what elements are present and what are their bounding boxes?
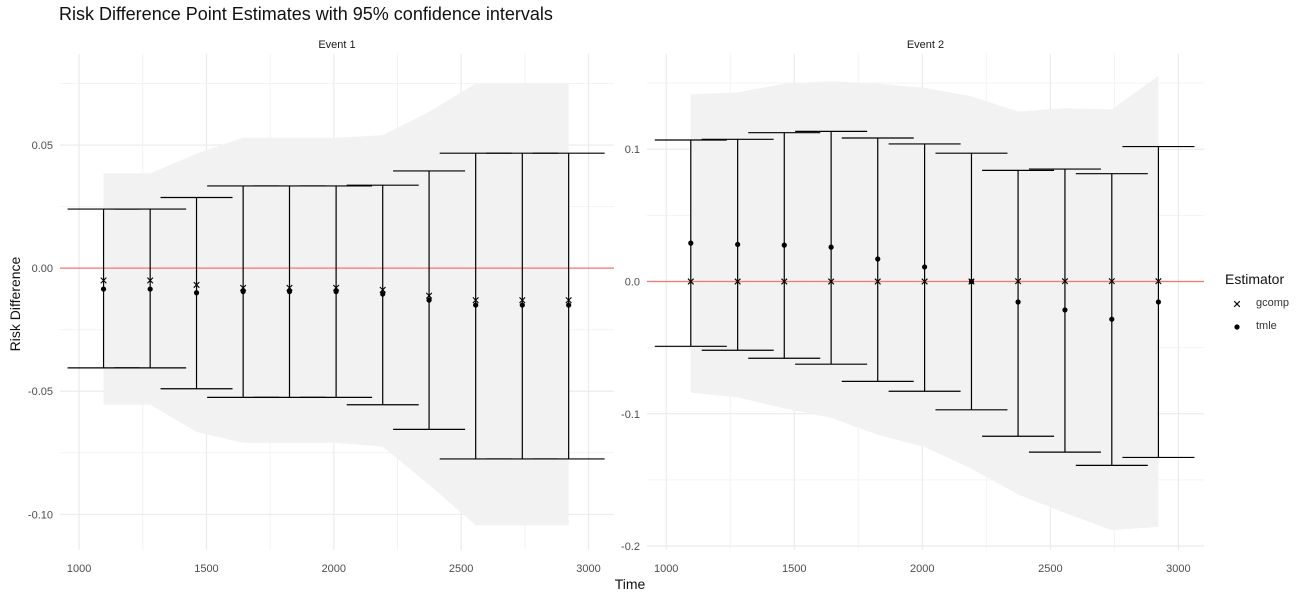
point-tmle (566, 302, 572, 308)
x-tick-label: 3000 (576, 563, 600, 575)
point-gcomp (1014, 278, 1022, 285)
point-gcomp (239, 284, 247, 292)
point-gcomp (565, 296, 572, 304)
point-gcomp (827, 278, 835, 285)
x-tick-label: 3000 (1166, 563, 1190, 575)
point-gcomp (425, 292, 433, 299)
point-tmle (286, 288, 293, 295)
point-tmle (333, 288, 339, 295)
y-axis-label: Risk Difference (7, 256, 23, 352)
y-tick-label: -0.2 (621, 541, 640, 553)
legend-label-tmle: tmle (1256, 320, 1277, 332)
chart-title: Risk Difference Point Estimates with 95%… (59, 4, 553, 24)
point-tmle (240, 288, 246, 295)
point-gcomp (286, 284, 293, 292)
chart-panels: Event 1 1000 1500 2000 2500 3000 -0.10 -0.05 0.0… (28, 39, 1204, 575)
point-gcomp (921, 278, 928, 285)
point-tmle (193, 290, 200, 296)
legend-symbols (1233, 300, 1241, 330)
point-tmle (781, 242, 787, 248)
point-gcomp (379, 286, 386, 294)
legend-symbol-gcomp (1233, 300, 1241, 308)
point-gcomp (472, 296, 479, 304)
point-tmle (1155, 299, 1162, 305)
point-tmle (968, 278, 975, 285)
point-gcomp (781, 278, 788, 285)
point-tmle (473, 302, 479, 308)
point-gcomp (100, 277, 107, 284)
x-tick-label: 1000 (654, 563, 678, 575)
point-gcomp (193, 281, 200, 289)
panel-1: Event 1 1000 1500 2000 2500 3000 -0.10 -0.05 0.0… (28, 39, 614, 575)
y-tick-label: 0.00 (32, 263, 53, 275)
point-gcomp (146, 277, 154, 284)
legend-label-gcomp: gcomp (1256, 297, 1290, 309)
y-tick-label: -0.05 (28, 386, 53, 398)
point-tmle (735, 241, 741, 248)
point-gcomp (1155, 278, 1162, 285)
point-tmle (828, 244, 834, 250)
y-tick-label: -0.1 (621, 409, 640, 421)
x-tick-label: 1500 (194, 563, 218, 575)
y-tick-label: 0.1 (625, 144, 640, 156)
y-tick-label: 0.05 (32, 140, 53, 152)
point-tmle (380, 291, 386, 297)
point-tmle (922, 264, 928, 270)
x-tick-label: 2500 (1038, 563, 1062, 575)
legend-symbol-tmle (1234, 324, 1240, 330)
point-gcomp (687, 278, 694, 285)
strip-label: Event 2 (907, 39, 944, 51)
strip-label: Event 1 (318, 39, 355, 51)
x-tick-label: 1500 (782, 563, 806, 575)
x-axis-label: Time (614, 576, 646, 592)
point-tmle (519, 302, 525, 308)
point-tmle (688, 240, 694, 246)
point-gcomp (1061, 278, 1069, 285)
point-tmle (1062, 307, 1068, 313)
point-gcomp (874, 278, 881, 285)
point-tmle (875, 256, 881, 262)
point-gcomp (1108, 278, 1115, 285)
point-tmle (1015, 299, 1021, 305)
point-gcomp (734, 278, 741, 285)
point-tmle (147, 286, 153, 292)
legend-title: Estimator (1225, 271, 1285, 287)
panel-2: Event 2 1000 1500 2000 2500 3000 -0.2 -0.1 0.0 0.… (621, 39, 1204, 575)
point-gcomp (519, 296, 526, 304)
x-tick-label: 1000 (67, 563, 91, 575)
y-tick-label: -0.10 (28, 509, 53, 521)
point-tmle (1109, 316, 1115, 322)
x-tick-label: 2000 (910, 563, 934, 575)
x-tick-label: 2500 (449, 563, 473, 575)
point-gcomp (332, 284, 340, 292)
y-tick-label: 0.0 (625, 276, 640, 288)
point-tmle (100, 286, 107, 292)
x-tick-label: 2000 (322, 563, 346, 575)
point-tmle (426, 297, 432, 303)
